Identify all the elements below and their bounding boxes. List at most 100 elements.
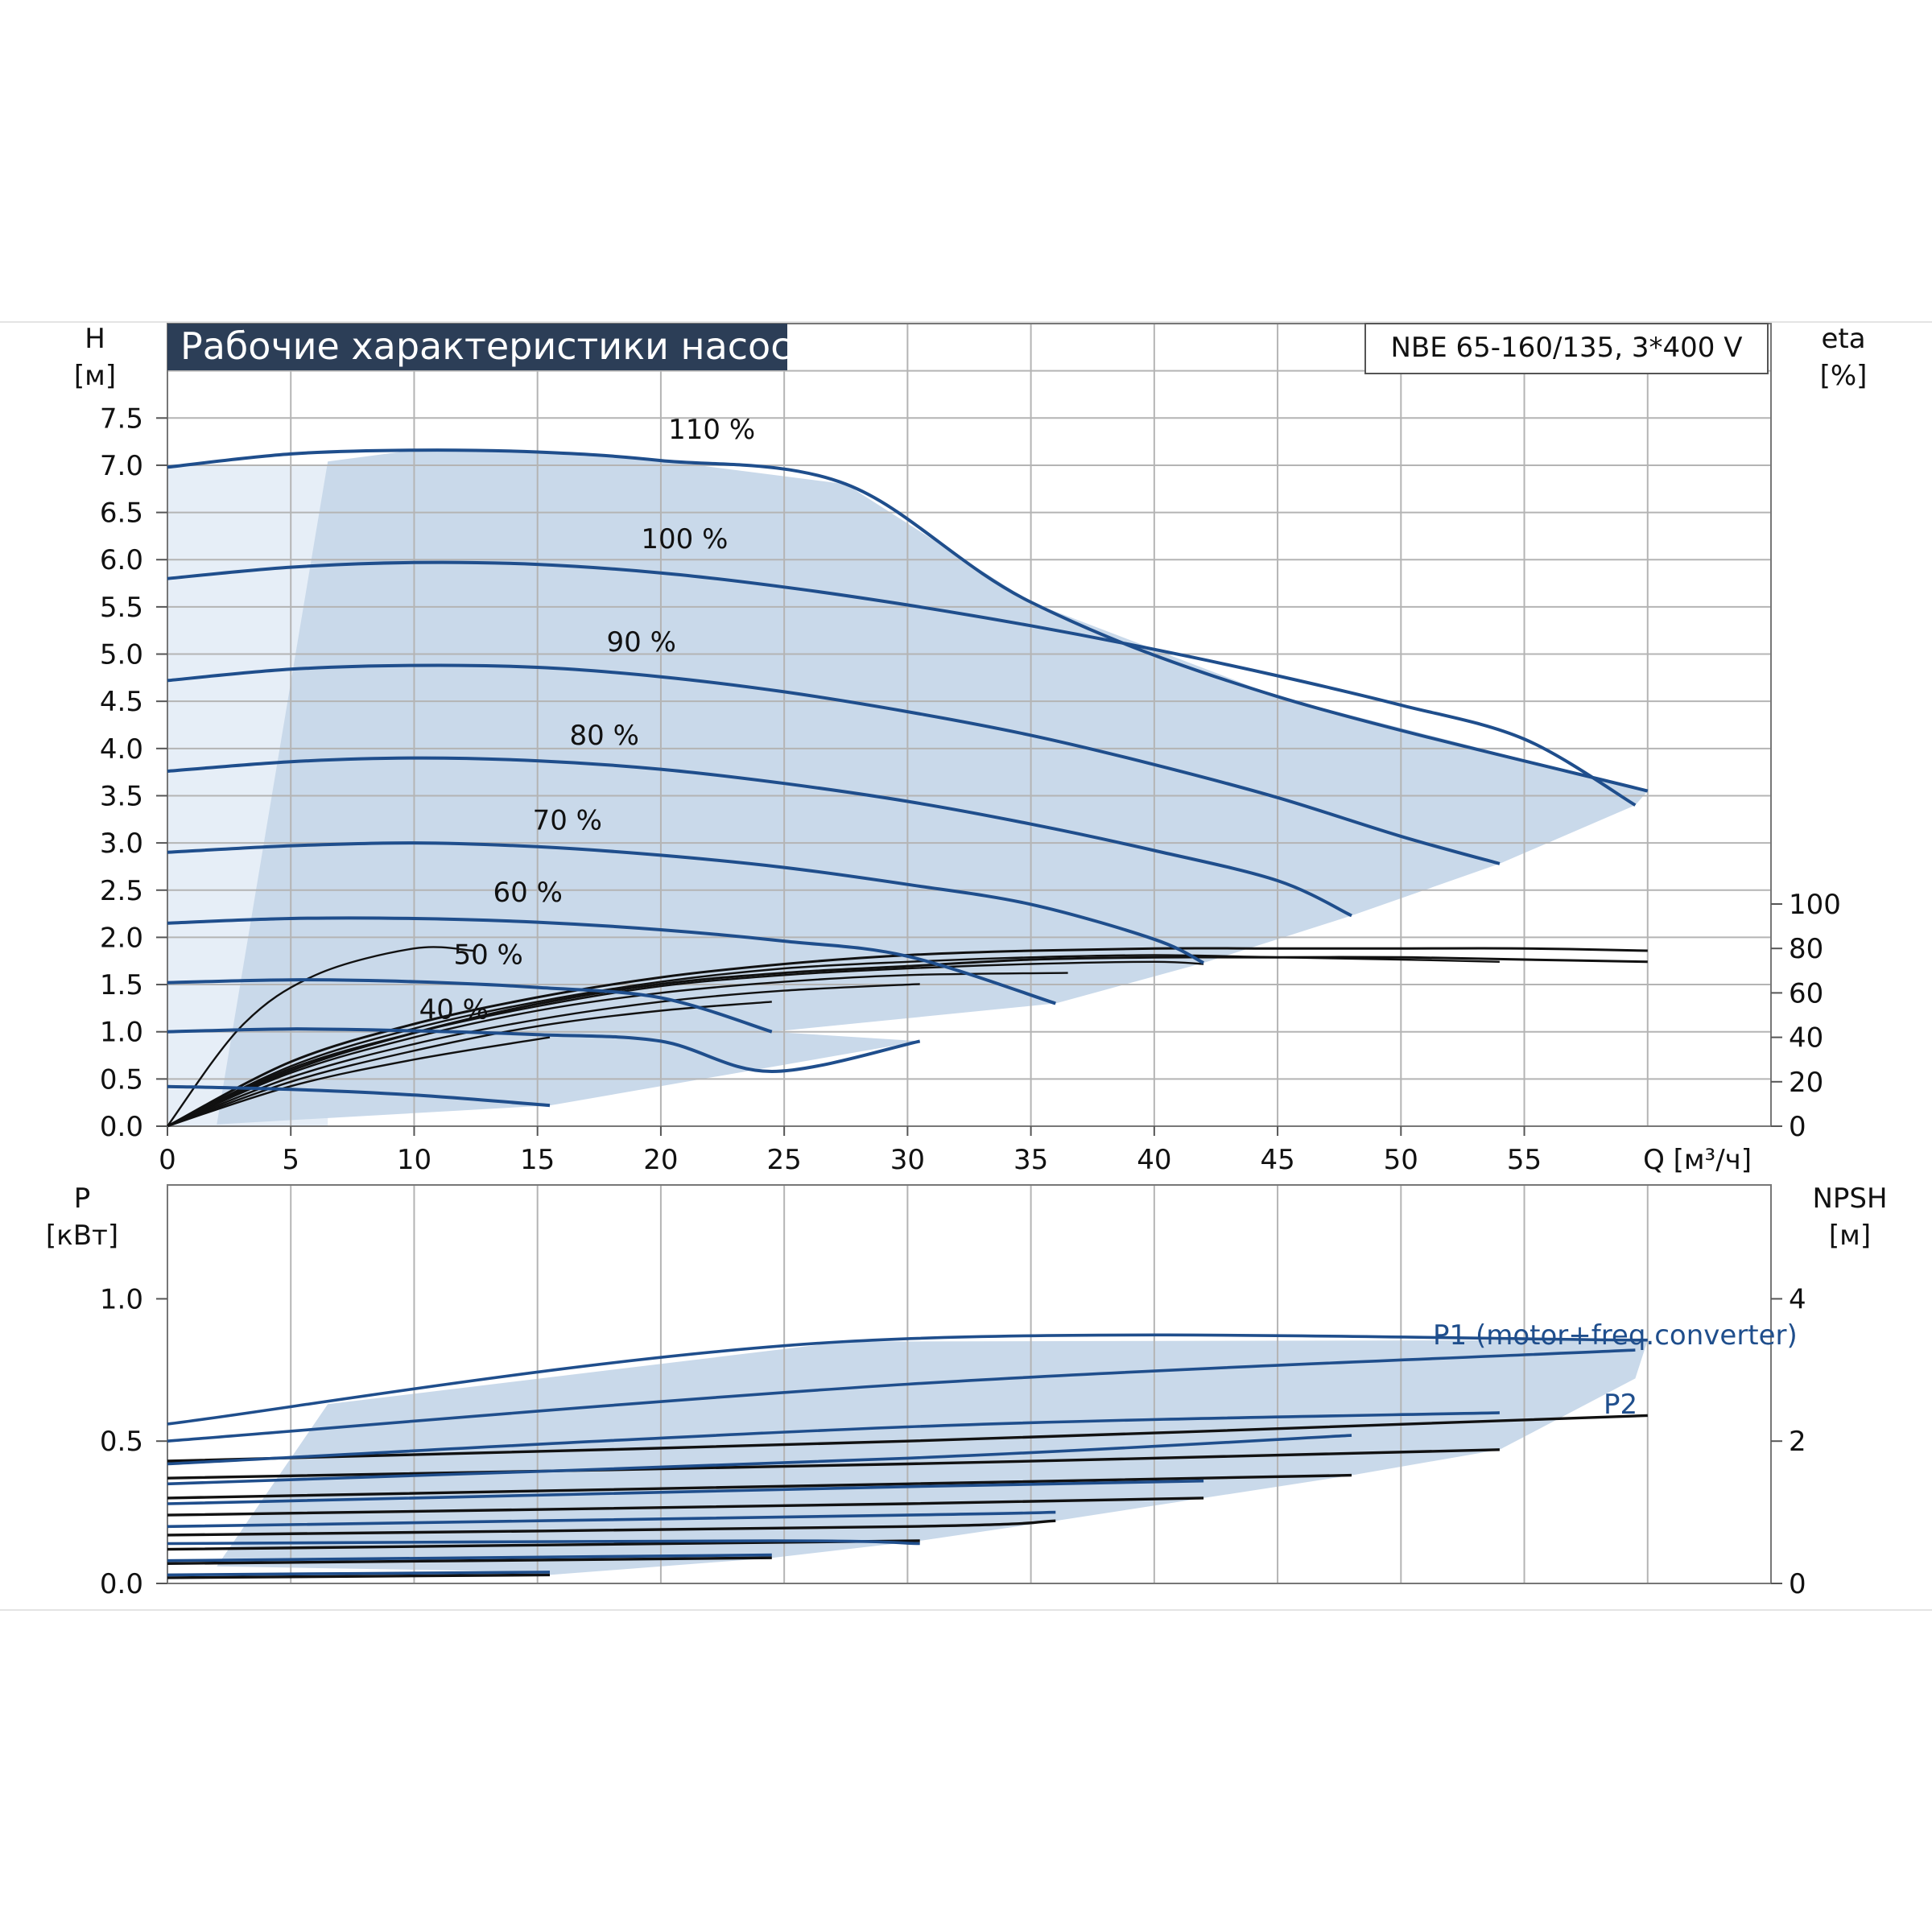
npsh-tick-label: 2 [1789,1426,1806,1458]
efficiency-curve [167,1001,772,1128]
head-curve [167,448,1649,793]
head-curve-label: 100 % [641,523,728,555]
p1-curves [167,1333,1648,1577]
p1-curve [167,1411,1500,1466]
head-tick-label: 7.5 [100,402,143,435]
head-curve [167,560,1637,807]
head-tick-label: 3.0 [100,828,143,860]
head-tick-label: 6.0 [100,544,143,576]
head-tick-label: 4.0 [100,733,143,766]
flow-tick-label: 20 [643,1144,678,1176]
flow-tick-label: 30 [890,1144,925,1176]
head-tick-label: 1.5 [100,969,143,1001]
npsh-axis-ticks: 0 2 4 [1771,1283,1806,1600]
head-curve-label: 40 % [419,993,489,1026]
power-axis-unit: [кВт] [46,1220,118,1252]
efficiency-tick-label: 100 [1789,889,1841,921]
power-tick-label: 0.0 [100,1568,143,1600]
head-curve-label: 70 % [533,805,602,837]
efficiency-tick-label: 80 [1789,933,1823,965]
efficiency-tick-label: 0 [1789,1111,1806,1143]
npsh-tick-label: 4 [1789,1283,1806,1315]
head-curve [167,841,1205,964]
p1-curve [167,1539,920,1546]
p1-curve [167,1333,1648,1426]
p1-curve [167,1479,1204,1505]
head-curve-label: 110 % [668,414,755,446]
power-panel: P [кВт] NPSH [м] P1 (motor+freq.converte… [46,1183,1888,1600]
flow-tick-label: 40 [1137,1144,1171,1176]
efficiency-curve [167,954,1500,1128]
head-curve [167,1084,551,1108]
flow-tick-label: 15 [520,1144,555,1176]
head-tick-label: 7.0 [100,450,143,482]
p1-curve [167,1434,1352,1486]
flow-tick-label: 0 [159,1144,176,1176]
head-tick-label: 3.5 [100,780,143,812]
flow-tick-label: 35 [1013,1144,1048,1176]
head-curve [167,978,773,1034]
p2-curve [167,1519,1056,1537]
head-axis-title: H [85,323,105,355]
head-curve-label: 80 % [570,720,639,752]
p2-curve [167,1448,1500,1480]
flow-tick-label: 55 [1507,1144,1542,1176]
head-curve-label: 50 % [453,939,522,971]
model-label: NBE 65-160/135, 3*400 V [1390,332,1742,364]
head-curve-label: 60 % [493,877,563,909]
efficiency-axis-ticks: 0 20 40 60 80 100 [1771,889,1841,1143]
flow-tick-label: 25 [767,1144,802,1176]
efficiency-curve [167,960,1204,1128]
p2-curve [167,1414,1648,1463]
head-tick-label: 0.0 [100,1111,143,1143]
head-tick-label: 6.5 [100,497,143,530]
head-curve [167,756,1352,918]
efficiency-curve [167,983,920,1128]
p2-curve [167,1573,551,1579]
efficiency-tick-label: 20 [1789,1067,1823,1099]
head-curve [167,916,1056,1005]
chart-title-background [167,324,787,370]
flow-tick-label: 10 [397,1144,431,1176]
p1-curve [167,1348,1636,1443]
head-tick-label: 1.0 [100,1017,143,1049]
p2-curve [167,1556,772,1565]
head-tick-label: 5.5 [100,592,143,624]
p2-curve [167,1473,1352,1500]
head-axis-ticks: 0.0 0.5 1.0 1.5 2.0 2.5 3.0 3.5 4.0 4.5 5.0 5.5 6.0 6… [100,402,167,1143]
head-curve-label: 90 % [607,626,676,658]
head-curve-labels: 110 % 100 % 90 % 80 % 70 % 60 % 50 % 40 % [419,414,756,1026]
operating-range-polygon [217,450,1648,1125]
flow-tick-label: 45 [1260,1144,1294,1176]
head-curves [167,448,1649,1108]
head-tick-label: 4.5 [100,686,143,718]
flow-axis-ticks: 0 5 10 15 20 25 30 35 40 45 50 55 [159,1126,1542,1176]
power-axis-title: P [74,1183,91,1215]
head-tick-label: 2.0 [100,922,143,954]
head-tick-label: 0.5 [100,1063,143,1096]
p1-curve [167,1553,772,1563]
model-box [1364,323,1769,374]
flow-tick-label: 50 [1384,1144,1418,1176]
p2-curve-label: P2 [1604,1389,1637,1421]
npsh-axis-title: NPSH [1812,1183,1887,1215]
power-axis-ticks: 0.0 0.5 1.0 [100,1283,167,1600]
p2-curve [167,1496,1204,1517]
head-plot-frame [167,323,1772,1127]
efficiency-tick-label: 60 [1789,977,1823,1009]
p1-curve [167,1510,1056,1529]
power-tick-label: 1.0 [100,1283,143,1315]
head-curve [167,663,1501,865]
head-tick-label: 2.5 [100,875,143,907]
npsh-axis-unit: [м] [1829,1220,1871,1252]
flow-axis-title: Q [м³/ч] [1643,1144,1752,1176]
power-plot-frame [167,1184,1772,1584]
power-tick-label: 0.5 [100,1426,143,1458]
efficiency-tick-label: 40 [1789,1022,1823,1055]
p1-curve [167,1571,551,1577]
head-curve [167,1027,921,1074]
npsh-tick-label: 0 [1789,1568,1806,1600]
efficiency-curve [167,972,1068,1128]
efficiency-curve [167,1036,551,1128]
